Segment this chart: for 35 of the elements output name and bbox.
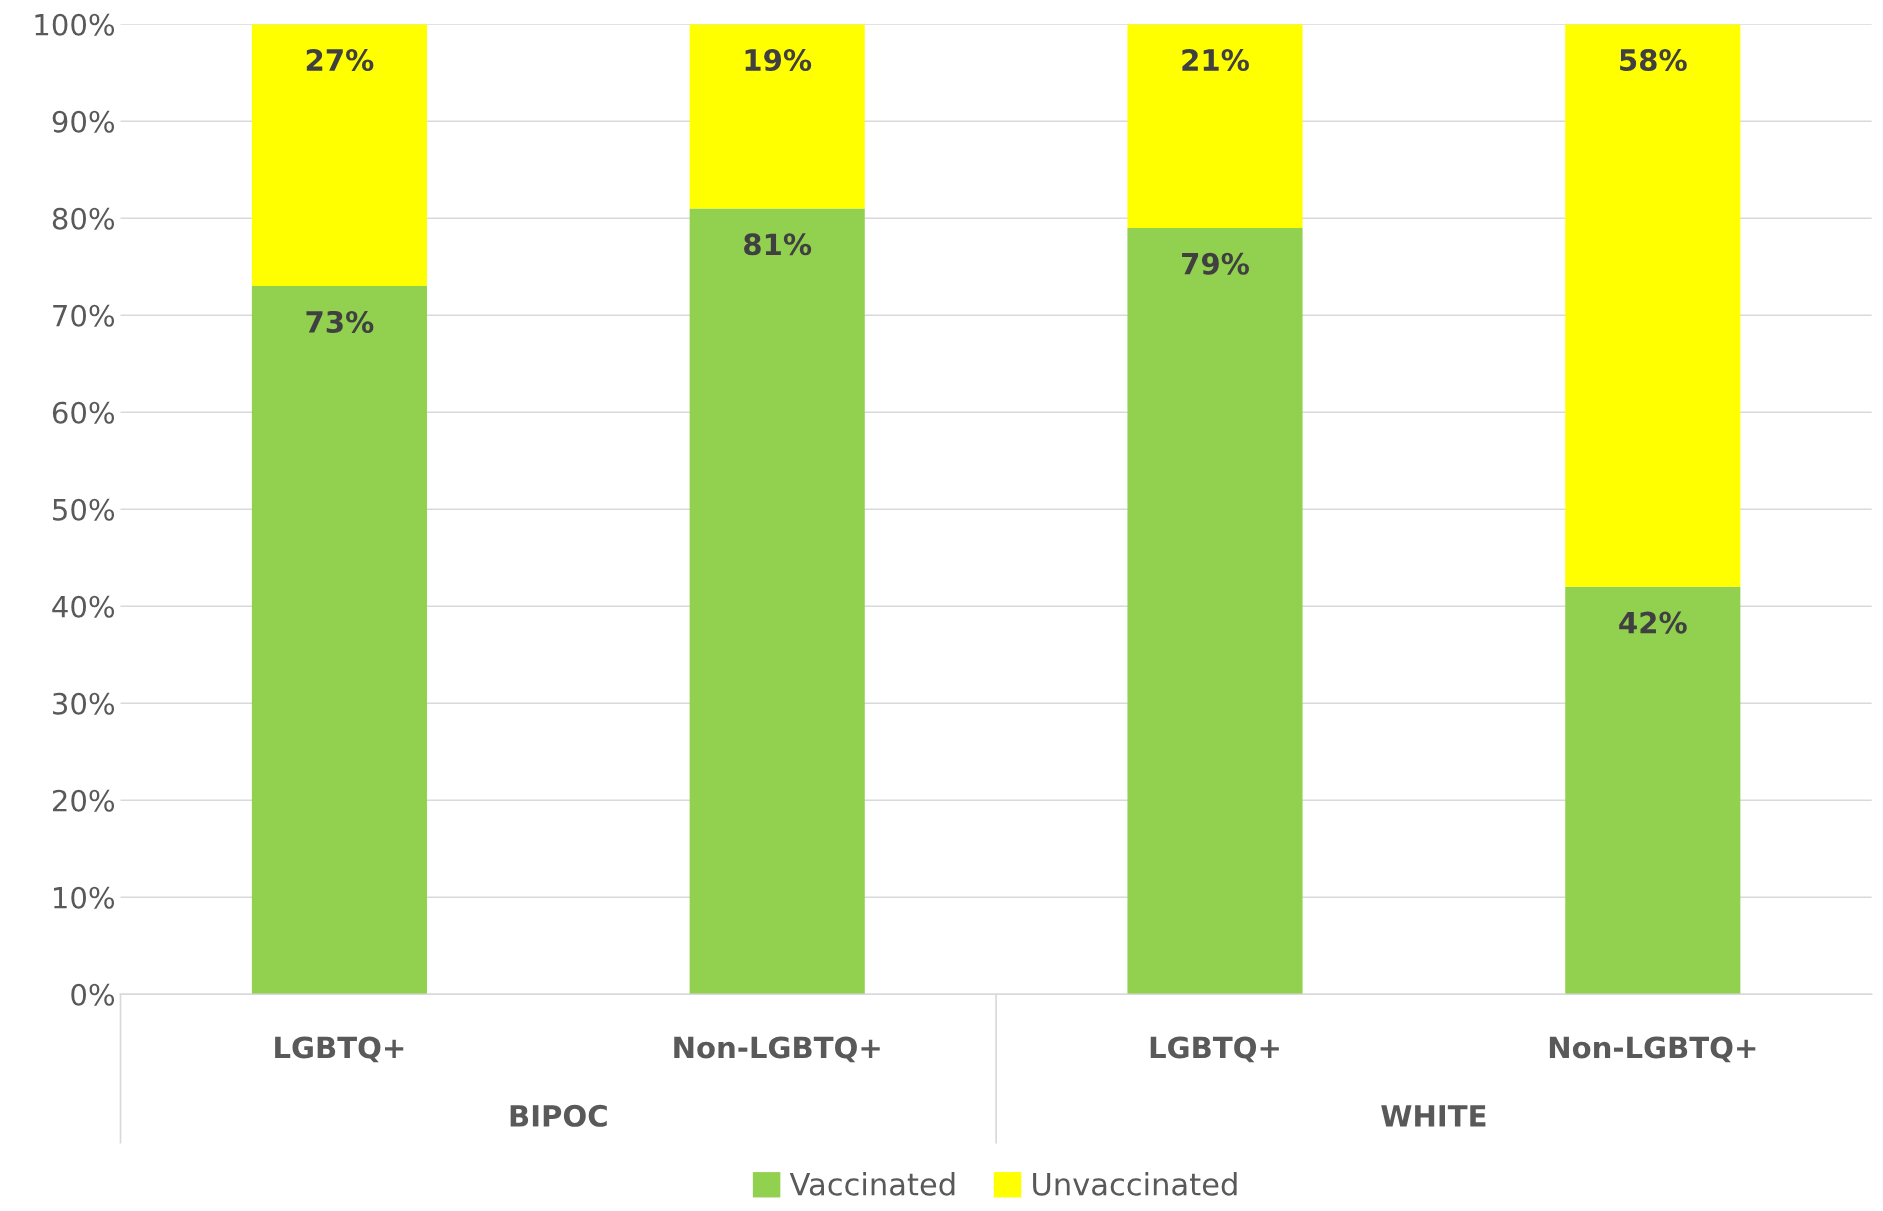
bar [1565, 586, 1741, 995]
text: WHITE [1381, 1105, 1486, 1127]
y-tick-label: 40% [52, 595, 115, 618]
bar [689, 24, 865, 209]
legend-label: Vaccinated [789, 1172, 955, 1196]
y-tick-label: 30% [53, 692, 115, 715]
y-tick-label: 100% [35, 13, 115, 36]
data-label: 58% [1620, 48, 1687, 72]
y-tick-label: 50% [53, 498, 115, 521]
y-tick-label: 0% [71, 983, 115, 1006]
data-label: 27% [306, 48, 374, 72]
data-label: 81% [744, 233, 812, 256]
y-tick-label: 90% [52, 110, 115, 133]
y-tick-label: 60% [52, 401, 115, 424]
bar [689, 208, 865, 995]
legend-label: Unvaccinated [1033, 1172, 1237, 1196]
x-tick-label: LGBTQ+ [275, 1036, 404, 1063]
text: BIPOC [510, 1104, 607, 1127]
y-tick-label: 10% [54, 886, 115, 909]
x-tick-label: LGBTQ+ [1150, 1036, 1279, 1063]
data-label: 79% [1182, 252, 1249, 275]
bar [251, 286, 427, 995]
bar [1127, 227, 1303, 995]
x-tick-label: Non-LGBTQ+ [674, 1036, 880, 1063]
y-tick-label: 20% [52, 789, 115, 812]
bar [1565, 24, 1741, 587]
data-label: 42% [1619, 611, 1687, 634]
data-label: 73% [306, 310, 374, 333]
y-tick-label: 80% [52, 207, 115, 230]
y-tick-label: 70% [53, 304, 115, 327]
data-label: 19% [745, 48, 812, 72]
bar [1127, 24, 1303, 228]
x-tick-label: Non-LGBTQ+ [1549, 1036, 1756, 1063]
bar [251, 24, 427, 287]
data-label: 21% [1182, 48, 1249, 72]
